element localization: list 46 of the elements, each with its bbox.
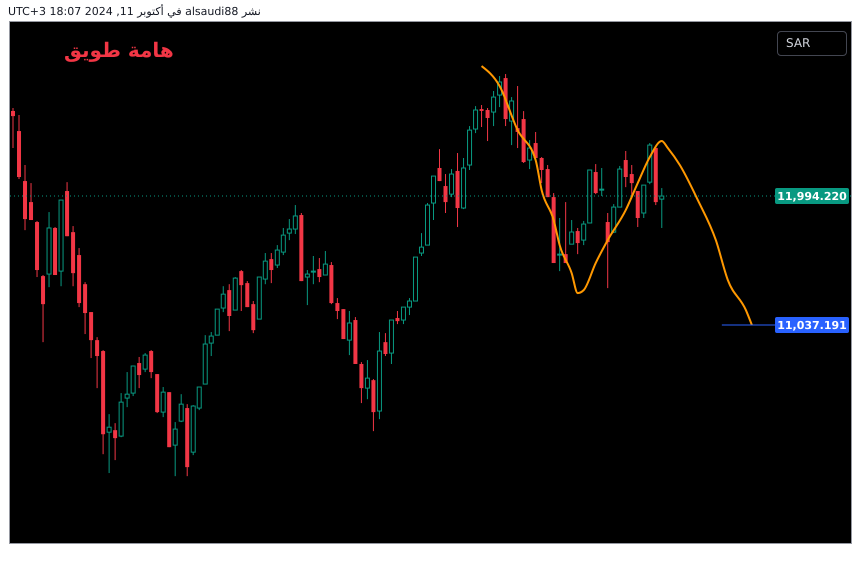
candlestick [418,232,424,257]
candlestick [624,150,628,188]
candlestick [245,280,250,308]
candlestick [160,386,166,418]
text: نشر alsaudi88 في أكتوبر 11, 2024 18:07 UTC+3 [8,5,261,18]
candlestick [142,352,148,373]
candlestick [220,286,226,313]
candlestick [444,174,448,214]
candlestick [569,220,574,245]
candlestick [269,252,274,284]
candlestick [630,164,634,198]
currency-button: SAR [777,31,847,56]
candlestick [557,218,562,272]
candlestick [594,164,598,195]
candlestick [124,372,130,408]
candlestick [473,106,478,134]
candlestick [304,270,310,306]
candlestick [137,356,142,389]
candlestick [317,258,322,283]
candlestick [149,350,154,379]
candlestick [29,182,34,221]
candlestick [581,220,586,246]
candlestick [395,310,400,325]
candlestick [491,90,496,127]
candlestick [95,336,100,389]
candlestick [178,394,184,423]
candlestick [335,298,340,320]
text: هامة طويق [64,38,174,62]
candlestick [239,270,244,312]
candlestick [486,108,490,142]
candlestick [172,422,178,477]
candlestick [480,104,484,128]
candlestick [383,332,388,357]
candlestick [438,148,442,182]
ref-line-label: 11,994.220 [777,190,848,203]
candlestick [527,140,532,170]
candlestick [310,256,316,285]
candlestick [208,332,214,357]
candlestick [346,310,352,356]
candlestick [106,414,112,474]
candlestick [576,227,580,255]
candlestick [113,422,118,461]
candlestick [364,360,370,400]
candlestick [322,250,328,276]
candlestick [11,108,15,149]
candlestick [540,156,544,184]
